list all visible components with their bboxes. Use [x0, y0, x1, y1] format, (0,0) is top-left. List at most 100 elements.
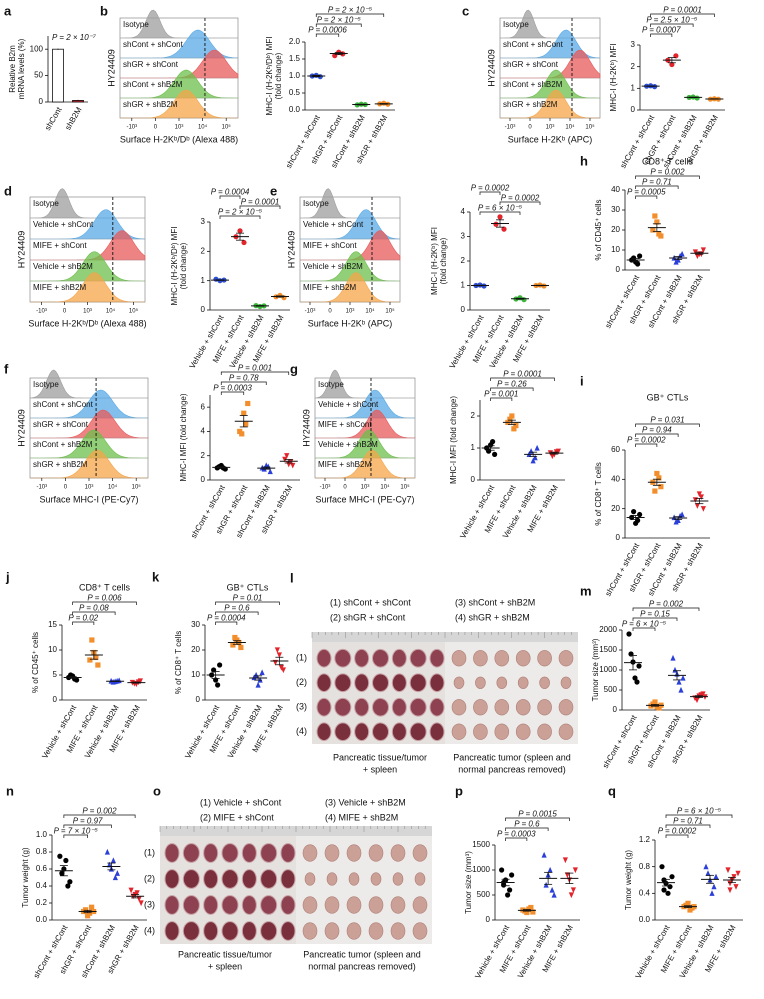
tissue	[280, 895, 296, 915]
data-point	[562, 857, 568, 864]
data-point	[93, 654, 99, 661]
data-point	[694, 503, 700, 509]
data-point	[530, 909, 536, 915]
data-point	[259, 669, 265, 676]
data-point	[497, 214, 503, 220]
x-tick-label: 10⁴	[565, 124, 575, 131]
data-point	[526, 906, 532, 912]
x-tick-label: -10³	[36, 309, 47, 315]
tissue	[203, 869, 219, 889]
x-axis-label: Surface MHC-I (PE-Cy7)	[315, 494, 414, 504]
data-point	[636, 663, 642, 669]
y-tick-label: 3	[201, 217, 206, 226]
data-point	[89, 637, 95, 643]
p-value: P = 0.6	[224, 604, 250, 613]
p-value: P = 0.0004	[211, 188, 250, 197]
data-point	[493, 221, 499, 227]
tissue	[280, 869, 296, 889]
y-tick-label: 0	[461, 305, 466, 314]
row-label: Vehicle + shCont	[33, 220, 94, 229]
x-tick-label: 0	[328, 309, 332, 315]
p-value: P = 0.0005	[627, 188, 666, 197]
data-point	[672, 666, 678, 673]
data-point	[134, 890, 140, 896]
data-point	[654, 470, 660, 477]
tumor	[346, 922, 362, 940]
tumor	[324, 922, 340, 940]
x-tick-label: 0	[528, 125, 532, 131]
tumor	[515, 723, 531, 740]
data-point	[661, 887, 667, 893]
p-value: P = 0.0002	[501, 194, 540, 203]
p-value: P = 0.031	[650, 416, 684, 425]
tumor	[302, 896, 318, 914]
data-point	[733, 884, 739, 890]
tissue	[316, 673, 332, 693]
significance-bracket	[239, 205, 281, 209]
panel-letter: f	[4, 361, 9, 376]
significance-bracket	[665, 834, 689, 838]
p-value: P = 0.0002	[471, 184, 510, 193]
significance-bracket	[635, 195, 658, 199]
y-tick-label: 1	[461, 281, 466, 290]
data-point	[676, 678, 682, 685]
tumor	[473, 650, 488, 667]
data-point	[83, 907, 89, 913]
panel-letter: i	[580, 373, 584, 388]
row-label: MIFE + shB2M	[318, 460, 371, 469]
row-label: shCont + shB2M	[33, 440, 93, 449]
data-point	[95, 662, 101, 668]
x-tick-label: 10⁴	[365, 308, 375, 315]
p-value: P = 0.15	[640, 610, 670, 619]
y-tick-label: 6	[201, 402, 206, 411]
panel-letter: b	[100, 3, 108, 18]
y-tick-label: 0	[486, 915, 491, 924]
data-point	[549, 453, 555, 460]
significance-bracket	[635, 433, 679, 437]
photo-right	[296, 826, 432, 944]
x-tick-label: 0	[343, 485, 347, 491]
y-axis-label: Tumor weight (g)	[624, 850, 633, 911]
data-point	[564, 872, 570, 879]
data-point	[110, 857, 116, 864]
data-point	[67, 879, 73, 885]
chart-title: GB⁺ CTLs	[227, 582, 269, 592]
significance-bracket	[499, 201, 541, 205]
data-point	[106, 861, 112, 868]
panel-letter: c	[462, 3, 469, 18]
tissue	[391, 722, 407, 742]
row-label: (4)	[296, 726, 307, 736]
p-value: P = 0.0003	[213, 384, 252, 393]
data-point	[241, 239, 247, 246]
p-value: P = 0.02	[68, 614, 98, 623]
y-axis-label: (fold change)	[179, 242, 188, 289]
tissue	[391, 673, 407, 693]
data-point	[669, 61, 675, 68]
significance-bracket	[215, 621, 238, 625]
tissue	[354, 648, 370, 668]
caption: normal pancreas removed)	[458, 764, 566, 774]
row-label: shCont + shCont	[503, 40, 564, 49]
x-tick-label: -10³	[126, 125, 137, 131]
y-tick-label: 0.0	[36, 915, 48, 924]
panel-letter: o	[153, 783, 161, 798]
tissue	[164, 921, 180, 941]
tumor	[326, 872, 338, 886]
tissue	[221, 869, 239, 889]
tissue	[316, 722, 332, 742]
y-tick-label: 4	[201, 427, 206, 436]
y-tick-label: 1.5	[289, 54, 301, 63]
data-point	[288, 459, 294, 465]
significance-bracket	[505, 837, 528, 841]
data-point	[713, 873, 719, 880]
tissue	[241, 869, 257, 889]
x-tick-label: 10⁴	[198, 124, 208, 131]
data-point	[255, 681, 261, 688]
data-point	[678, 686, 684, 693]
tissue	[182, 895, 200, 915]
y-tick-label: 500	[604, 685, 618, 694]
chart-title: CD8⁺ T cells	[79, 582, 130, 592]
y-axis-label: % of CD45⁺ cells	[594, 199, 603, 260]
row-label: shGR + shB2M	[33, 460, 88, 469]
significance-bracket	[220, 391, 245, 395]
